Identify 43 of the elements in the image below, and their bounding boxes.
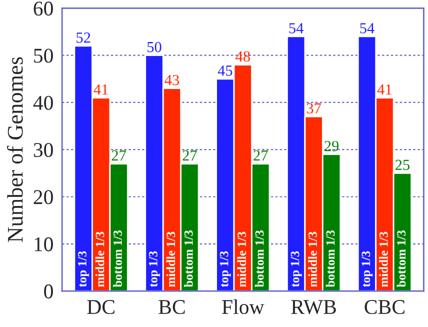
series-label: middle 1/3 [95, 232, 104, 287]
data-label: 41 [377, 84, 392, 94]
text: top 1/3 [362, 251, 373, 288]
data-label: 45 [218, 66, 232, 76]
data-label: 27 [112, 150, 126, 160]
x-tick-label: BC [158, 300, 185, 314]
data-label: 27 [182, 150, 197, 160]
text: top 1/3 [78, 251, 89, 288]
data-label: 29 [324, 140, 339, 152]
data-label: 48 [236, 51, 250, 62]
x-tick-label: RWB [291, 300, 336, 314]
series-label: top 1/3 [220, 251, 231, 288]
data-label: 52 [76, 32, 90, 43]
x-tick-label: DC [87, 300, 114, 314]
series-label: bottom 1/3 [184, 230, 193, 288]
data-label: 41 [94, 84, 108, 94]
data-label: 37 [306, 103, 322, 114]
text: middle 1/3 [237, 232, 246, 287]
text: top 1/3 [290, 251, 302, 288]
data-label: 43 [164, 74, 180, 86]
y-tick-label: 50 [34, 48, 53, 63]
data-label: 27 [254, 150, 268, 160]
text: middle 1/3 [166, 232, 176, 287]
text: bottom 1/3 [396, 230, 406, 288]
data-label: 54 [289, 23, 304, 34]
y-tick-label: 60 [34, 2, 53, 16]
data-label: 25 [395, 160, 410, 170]
text: middle 1/3 [379, 232, 388, 287]
y-tick-label: 30 [34, 142, 53, 158]
data-label: 50 [147, 42, 162, 52]
y-tick-label: 40 [33, 96, 53, 110]
y-tick-label: 0 [44, 284, 53, 298]
text: bottom 1/3 [254, 230, 264, 288]
text: middle 1/3 [308, 232, 317, 287]
text: bottom 1/3 [113, 230, 122, 288]
x-tick-label: CBC [364, 300, 404, 314]
text: bottom 1/3 [326, 230, 335, 288]
y-tick-label: 10 [34, 237, 53, 252]
text: top 1/3 [148, 251, 160, 288]
x-tick-label: Flow [222, 299, 264, 314]
y-tick-label: 20 [34, 190, 53, 204]
y-axis-title: Number of Genomes [6, 57, 23, 242]
data-label: 54 [360, 23, 374, 34]
